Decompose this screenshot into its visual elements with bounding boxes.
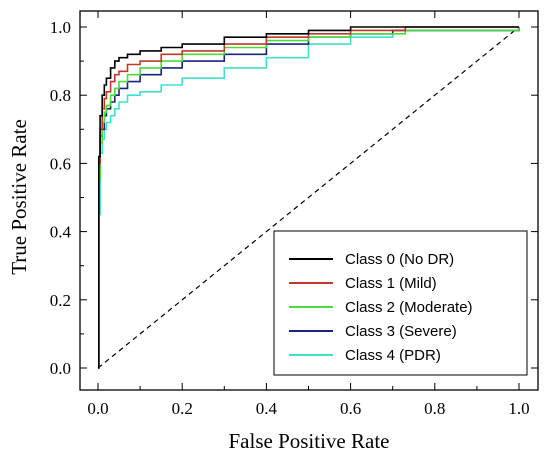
y-axis-title: True Positive Rate [7, 119, 31, 275]
diagonal-layer [97, 26, 520, 369]
x-tick-label: 0.6 [340, 399, 361, 418]
y-tick-label: 1.0 [50, 18, 71, 37]
y-tick-label: 0.8 [50, 86, 71, 105]
x-tick-label: 0.2 [172, 399, 193, 418]
series-line-class-0 [98, 26, 519, 369]
tick-labels-layer: 0.0 0.2 0.4 0.6 0.8 1.0 0.0 0.2 0.4 0.6 0.8 1.0 [50, 18, 530, 418]
x-tick-label: 0.4 [256, 399, 278, 418]
diagonal-reference-line [97, 26, 520, 369]
legend-label-class-4: Class 4 (PDR) [345, 347, 441, 364]
x-tick-label: 1.0 [508, 399, 529, 418]
y-tick-label: 0.0 [50, 359, 71, 378]
ticks-layer [80, 11, 538, 390]
legend-label-class-3: Class 3 (Severe) [345, 323, 457, 340]
legend-label-class-0: Class 0 (No DR) [345, 251, 454, 268]
legend-label-class-1: Class 1 (Mild) [345, 275, 437, 292]
y-tick-label: 0.4 [50, 223, 72, 242]
legend-items: Class 0 (No DR) Class 1 (Mild) Class 2 (Mo… [289, 251, 473, 364]
legend: Class 0 (No DR) Class 1 (Mild) Class 2 (Mo… [273, 230, 528, 376]
y-tick-label: 0.6 [50, 154, 71, 173]
legend-box [273, 230, 528, 376]
x-tick-label: 0.0 [87, 399, 108, 418]
x-tick-label: 0.8 [424, 399, 445, 418]
legend-label-class-2: Class 2 (Moderate) [345, 299, 473, 316]
series-layer [98, 26, 520, 369]
y-tick-label: 0.2 [50, 291, 71, 310]
x-axis-title: False Positive Rate [229, 429, 390, 453]
